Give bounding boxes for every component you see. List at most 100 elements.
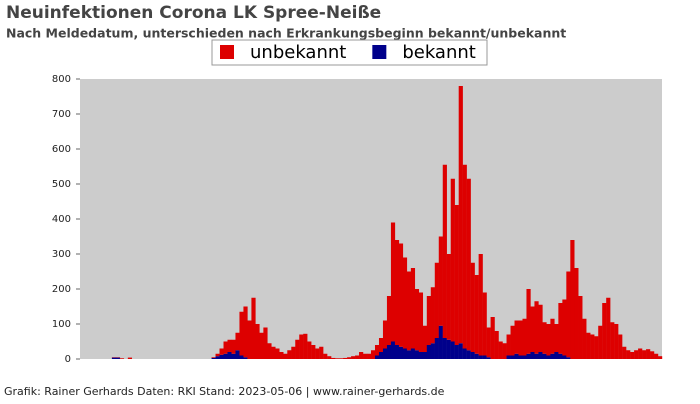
bar-segment	[235, 333, 239, 351]
bar-segment	[511, 326, 515, 356]
bar-segment	[499, 342, 503, 360]
bar-segment	[243, 357, 247, 359]
bar-segment	[419, 293, 423, 353]
bar-segment	[467, 350, 471, 359]
bar-segment	[439, 326, 443, 359]
y-tick-label: 100	[52, 319, 71, 330]
bar-segment	[371, 350, 375, 359]
bar-segment	[399, 347, 403, 359]
bar-segment	[279, 352, 283, 359]
bar-segment	[546, 356, 550, 360]
bar-segment	[515, 321, 519, 354]
bar-segment	[323, 354, 327, 359]
bar-segment	[291, 347, 295, 359]
bar-segment	[495, 331, 499, 359]
bar-segment	[455, 345, 459, 359]
bar-segment	[526, 289, 530, 354]
bar-segment	[443, 165, 447, 338]
bar-segment	[239, 356, 243, 360]
bar-segment	[399, 244, 403, 347]
bar-segment	[415, 350, 419, 359]
bar-segment	[224, 342, 228, 354]
bar-segment	[379, 352, 383, 359]
bar-segment	[216, 356, 220, 359]
bar-segment	[339, 358, 343, 359]
bar-segment	[646, 349, 650, 359]
bar-segment	[598, 326, 602, 359]
bar-segment	[542, 354, 546, 359]
bar-segment	[259, 333, 263, 359]
bar-segment	[602, 303, 606, 359]
y-tick-label: 700	[52, 109, 71, 120]
bar-segment	[391, 342, 395, 360]
bar-segment	[459, 86, 463, 343]
chart-title: Neuinfektionen Corona LK Spree-Neiße	[6, 3, 381, 23]
bar-segment	[387, 345, 391, 359]
bar-segment	[455, 205, 459, 345]
bar-segment	[518, 356, 522, 360]
y-tick-label: 800	[52, 74, 71, 85]
bar-segment	[479, 356, 483, 360]
bar-segment	[367, 354, 371, 359]
bar-segment	[423, 352, 427, 359]
bar-segment	[443, 338, 447, 359]
bar-segment	[530, 307, 534, 353]
bar-segment	[315, 349, 319, 360]
bar-segment	[243, 307, 247, 358]
bar-segment	[566, 272, 570, 358]
bar-segment	[231, 340, 235, 354]
bar-segment	[275, 349, 279, 360]
bar-segment	[227, 352, 231, 359]
bar-segment	[435, 263, 439, 338]
bar-segment	[128, 358, 132, 359]
bar-segment	[403, 349, 407, 360]
bar-segment	[558, 354, 562, 359]
bar-segment	[220, 349, 224, 355]
bar-segment	[630, 352, 634, 359]
bar-segment	[538, 305, 542, 352]
bar-segment	[471, 352, 475, 359]
bar-segment	[263, 328, 267, 360]
bar-segment	[351, 356, 355, 359]
bar-segment	[343, 358, 347, 359]
bar-segment	[507, 356, 511, 360]
bar-segment	[487, 328, 491, 358]
bar-segment	[451, 342, 455, 360]
bar-segment	[331, 358, 335, 359]
bar-segment	[231, 354, 235, 359]
bar-segment	[287, 350, 291, 359]
bar-segment	[534, 301, 538, 354]
bar-segment	[530, 352, 534, 359]
bar-segment	[479, 254, 483, 356]
bar-segment	[515, 354, 519, 359]
bar-segment	[355, 356, 359, 360]
bar-segment	[224, 354, 228, 359]
bar-segment	[116, 358, 120, 359]
legend-swatch	[220, 45, 234, 59]
bar-segment	[451, 179, 455, 342]
bar-segment	[526, 354, 530, 359]
bar-segment	[271, 347, 275, 359]
bar-segment	[251, 298, 255, 359]
bar-segment	[391, 223, 395, 342]
bar-segment	[570, 240, 574, 359]
bar-segment	[415, 289, 419, 350]
bar-segment	[311, 345, 315, 359]
bar-segment	[558, 303, 562, 354]
bar-segment	[379, 338, 383, 352]
bar-segment	[403, 258, 407, 349]
bar-segment	[586, 333, 590, 359]
bar-segment	[650, 351, 654, 359]
bar-segment	[554, 352, 558, 359]
bar-segment	[235, 350, 239, 359]
bar-segment	[471, 263, 475, 352]
bar-segment	[562, 356, 566, 360]
bar-segment	[522, 319, 526, 356]
bar-segment	[511, 356, 515, 360]
legend-label: unbekannt	[250, 42, 346, 63]
bar-segment	[562, 300, 566, 356]
bar-segment	[112, 358, 116, 359]
bar-segment	[459, 343, 463, 359]
y-tick-label: 200	[52, 284, 71, 295]
